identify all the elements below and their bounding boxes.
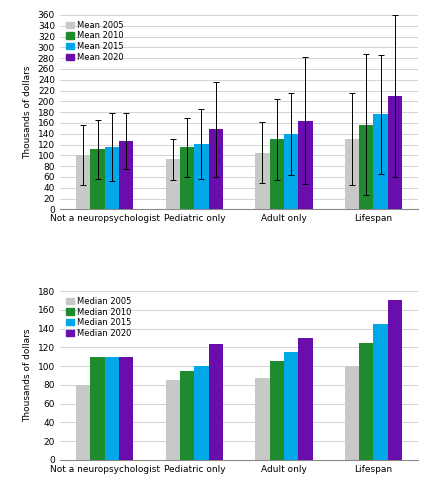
Bar (297, 121, 312, 210)
Bar (76, 155, 90, 210)
Bar (165, 380, 180, 460)
Bar (373, 114, 387, 210)
Y-axis label: Thousands of dollars: Thousands of dollars (23, 66, 32, 159)
Bar (104, 147, 119, 210)
Bar (283, 352, 297, 460)
Bar (269, 360, 283, 460)
Bar (269, 139, 283, 210)
Bar (165, 159, 180, 210)
Bar (344, 366, 358, 460)
Bar (387, 96, 401, 210)
Bar (119, 356, 133, 460)
Bar (387, 300, 401, 460)
Bar (208, 130, 222, 210)
Bar (194, 366, 208, 460)
Bar (119, 142, 133, 210)
Bar (180, 147, 194, 210)
Bar (297, 338, 312, 460)
Bar (358, 342, 373, 460)
Bar (208, 344, 222, 460)
Bar (104, 356, 119, 460)
Bar (194, 144, 208, 210)
Y-axis label: Thousands of dollars: Thousands of dollars (23, 329, 32, 422)
Bar (180, 371, 194, 460)
Bar (255, 152, 269, 210)
Bar (373, 324, 387, 460)
Bar (90, 150, 104, 210)
Legend: Median 2005, Median 2010, Median 2015, Median 2020: Median 2005, Median 2010, Median 2015, M… (64, 295, 133, 340)
Bar (358, 124, 373, 210)
Legend: Mean 2005, Mean 2010, Mean 2015, Mean 2020: Mean 2005, Mean 2010, Mean 2015, Mean 20… (64, 19, 125, 64)
Bar (344, 139, 358, 210)
Bar (76, 385, 90, 460)
Bar (90, 356, 104, 460)
Bar (255, 378, 269, 460)
Bar (283, 134, 297, 210)
